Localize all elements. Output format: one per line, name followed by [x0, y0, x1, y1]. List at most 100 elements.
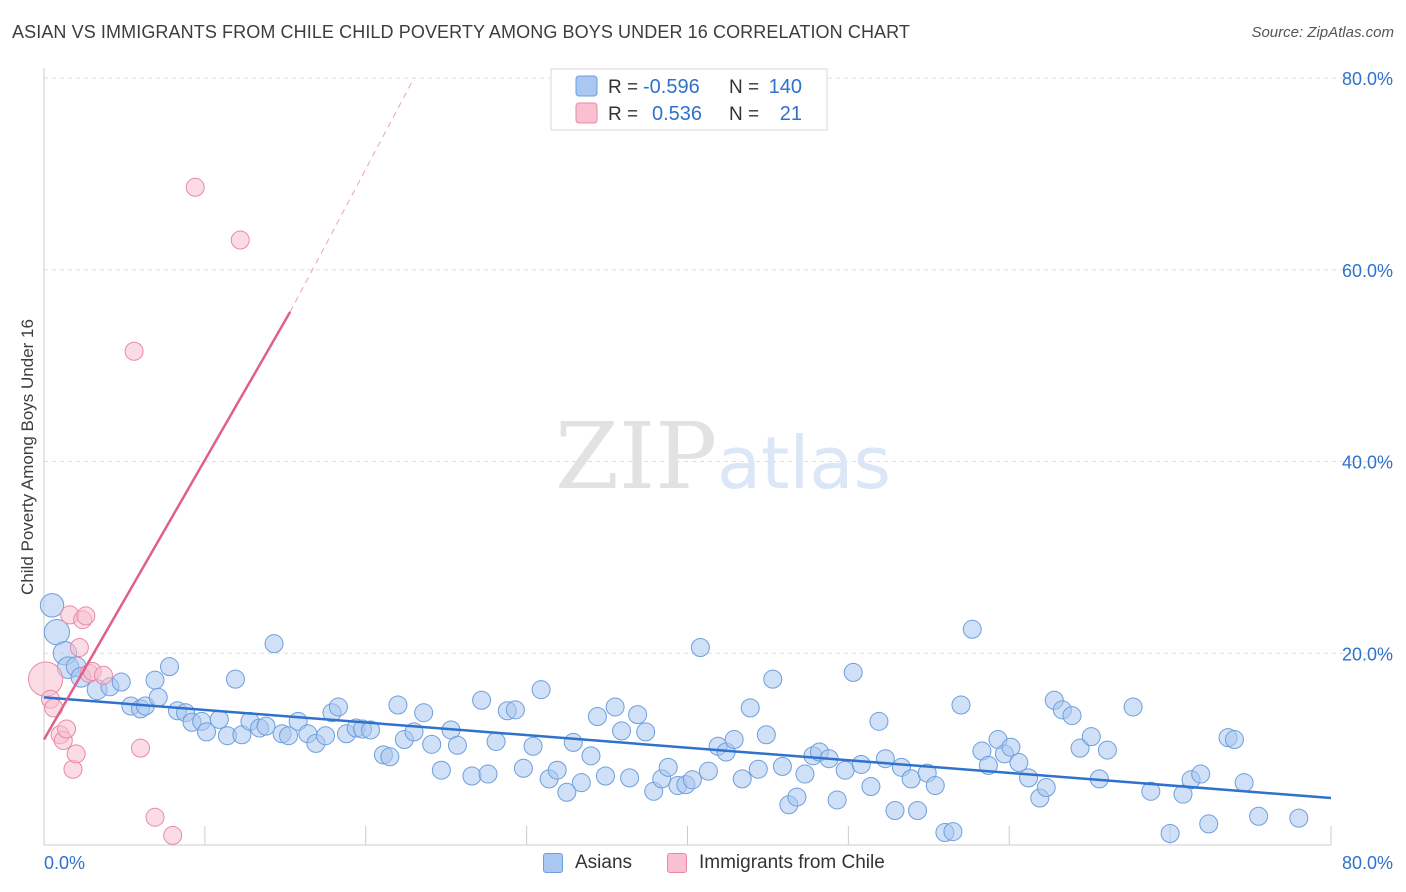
axes-layer: [43, 68, 1332, 846]
chart-title: ASIAN VS IMMIGRANTS FROM CHILE CHILD POV…: [12, 22, 911, 42]
asian-point: [772, 756, 792, 776]
asian-point: [145, 670, 165, 690]
chile-point: [145, 807, 165, 827]
asian-point: [472, 690, 492, 710]
asian-point: [795, 764, 815, 784]
chile-point: [69, 637, 89, 657]
asian-point: [1224, 730, 1244, 750]
asian-point: [885, 800, 905, 820]
asian-point: [682, 770, 702, 790]
asian-point: [658, 757, 678, 777]
asian-point: [1141, 781, 1161, 801]
asian-point: [943, 822, 963, 842]
asian-point: [620, 768, 640, 788]
asian-point: [1123, 697, 1143, 717]
asian-point: [1036, 777, 1056, 797]
chile-point: [131, 738, 151, 758]
asian-point: [690, 637, 710, 657]
legend-n-label-chile: N =: [729, 104, 759, 125]
source-label: Source: ZipAtlas.com: [1251, 24, 1394, 41]
watermark-atlas: atlas: [717, 421, 891, 505]
asian-point: [756, 725, 776, 745]
asian-point: [431, 760, 451, 780]
asian-point: [962, 619, 982, 639]
y-tick-label: 80.0%: [1342, 69, 1393, 89]
legend-r-value-asians: -0.596: [643, 76, 700, 98]
asian-point: [740, 698, 760, 718]
asian-point: [571, 773, 591, 793]
asian-point: [732, 769, 752, 789]
asian-point: [1001, 737, 1021, 757]
asian-point: [763, 669, 783, 689]
grid-layer: [44, 77, 1393, 654]
asian-point: [256, 716, 276, 736]
trend-layer: [42, 77, 1332, 800]
asian-point: [901, 769, 921, 789]
asian-point: [1097, 740, 1117, 760]
watermark-zip: ZIP: [555, 403, 717, 510]
legend-n-value-chile: 21: [780, 103, 802, 125]
legend-item-chile[interactable]: Immigrants from Chile: [667, 852, 885, 874]
asian-point: [605, 697, 625, 717]
legend-r-value-chile: 0.536: [652, 103, 702, 125]
asian-point: [316, 726, 336, 746]
legend-swatch-chile-bottom: [667, 853, 687, 873]
asian-point: [388, 695, 408, 715]
chile-point: [230, 230, 250, 250]
asian-point: [1191, 764, 1211, 784]
asian-point: [1070, 738, 1090, 758]
legend-swatch-asians: [575, 75, 598, 97]
chile-point: [124, 341, 144, 361]
asian-point: [787, 787, 807, 807]
legend-item-asians[interactable]: Asians: [543, 852, 632, 874]
legend-label-asians: Asians: [575, 852, 633, 873]
asian-point: [209, 709, 229, 729]
chile-point: [57, 719, 77, 739]
asian-point: [869, 711, 889, 731]
asian-point: [447, 735, 467, 755]
watermark: ZIP atlas: [555, 403, 891, 510]
chile-point: [66, 744, 86, 764]
asian-point: [925, 776, 945, 796]
asian-point: [587, 707, 607, 727]
asian-point: [595, 766, 615, 786]
chile-point: [94, 665, 114, 685]
asian-point: [698, 761, 718, 781]
asian-point: [361, 720, 381, 740]
asian-point: [1249, 806, 1269, 826]
legend-swatch-chile: [575, 102, 598, 124]
legend-n-value-asians: 140: [769, 76, 802, 98]
asian-point: [1199, 814, 1219, 834]
asian-point: [1019, 768, 1039, 788]
asian-point: [875, 749, 895, 769]
asian-point: [414, 703, 434, 723]
asian-point: [422, 734, 442, 754]
asian-point: [225, 669, 245, 689]
legend-r-label-chile: R =: [608, 104, 638, 125]
legend-swatch-asians-bottom: [543, 853, 563, 873]
asian-point: [478, 764, 498, 784]
asian-point: [111, 672, 131, 692]
asian-point: [563, 732, 583, 752]
asian-point: [851, 754, 871, 774]
asian-point: [636, 722, 656, 742]
points-layer: [28, 177, 1309, 845]
y-tick-label: 60.0%: [1342, 261, 1393, 281]
asian-point: [1173, 784, 1193, 804]
asian-point: [827, 790, 847, 810]
asian-point: [531, 680, 551, 700]
asian-point: [748, 759, 768, 779]
y-axis-label: Child Poverty Among Boys Under 16: [18, 319, 37, 595]
stats-legend: R = -0.596 N = 140 R = 0.536 N = 21: [550, 68, 828, 131]
asian-point: [264, 634, 284, 654]
asian-point: [612, 721, 632, 741]
asian-point: [1009, 753, 1029, 773]
chile-point: [185, 177, 205, 197]
asian-point: [279, 726, 299, 746]
chile-point: [163, 825, 183, 845]
asian-point: [1289, 808, 1309, 828]
bottom-legend: Asians Immigrants from Chile: [0, 850, 1406, 880]
asian-point: [861, 777, 881, 797]
asian-point: [843, 662, 863, 682]
